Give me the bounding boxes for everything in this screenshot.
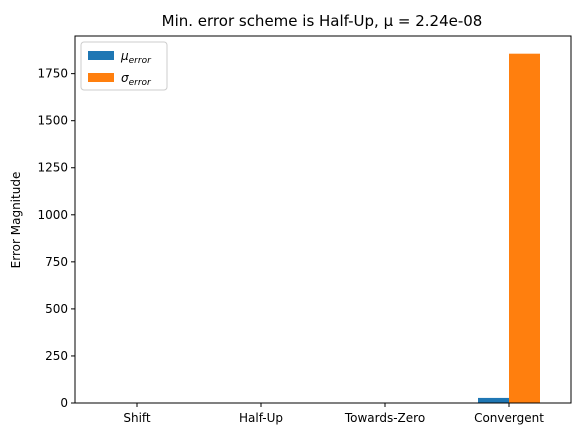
chart-title: Min. error scheme is Half-Up, μ = 2.24e-… (162, 12, 483, 30)
y-tick-label: 1750 (37, 67, 68, 81)
bar-mean-convergent (478, 397, 509, 403)
y-tick-label: 750 (45, 255, 68, 269)
bars-group (106, 53, 540, 403)
x-tick-label: Half-Up (239, 411, 283, 425)
x-axis: Shift Half-Up Towards-Zero Convergent (123, 403, 544, 425)
legend-swatch (88, 73, 114, 82)
y-tick-label: 500 (45, 302, 68, 316)
bar-std-convergent (509, 53, 540, 403)
legend-swatch (88, 51, 114, 60)
legend-label: μerror (120, 49, 152, 66)
x-tick-label: Convergent (474, 411, 544, 425)
x-tick-label: Shift (123, 411, 151, 425)
plot-frame (74, 35, 572, 404)
y-tick-label: 1500 (37, 114, 68, 128)
legend-label: σerror (121, 71, 152, 88)
y-tick-label: 1000 (37, 208, 68, 222)
y-axis: 0 250 500 750 1000 1250 1500 1750 (37, 67, 75, 410)
y-tick-label: 0 (60, 396, 68, 410)
y-tick-label: 1250 (37, 161, 68, 175)
x-tick-label: Towards-Zero (344, 411, 425, 425)
y-axis-label: Error Magnitude (9, 172, 23, 269)
y-tick-label: 250 (45, 349, 68, 363)
legend: μerror σerror (80, 41, 168, 91)
